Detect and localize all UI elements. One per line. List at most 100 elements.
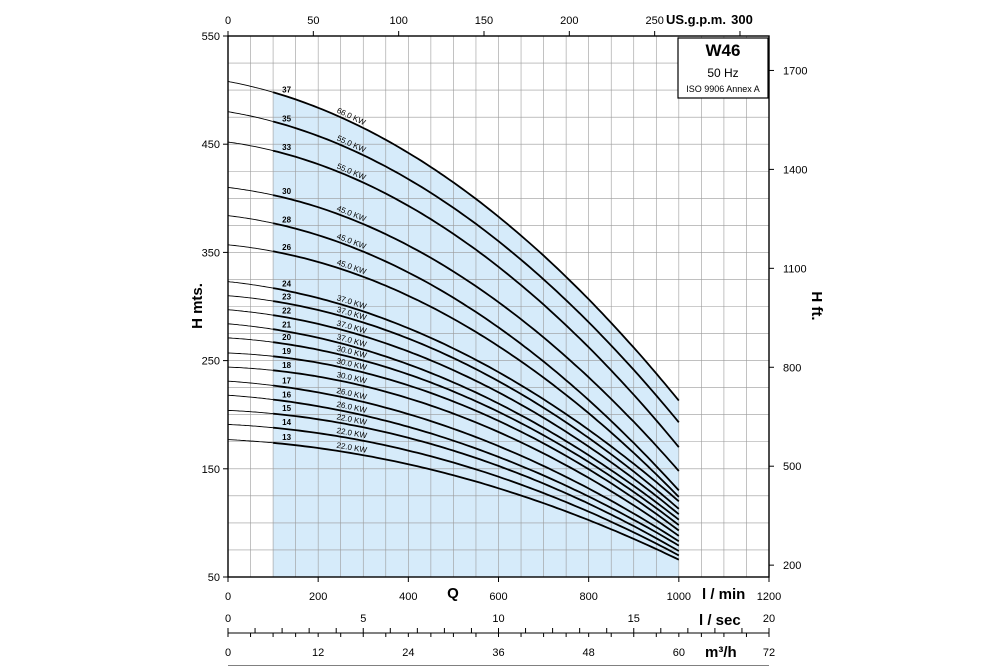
curve-extension-30 [227,187,274,196]
stage-label: 18 [282,361,291,370]
grid-lines [228,36,769,577]
x-tick-lsec-label: 5 [360,613,366,625]
curve-extension-13 [227,439,274,444]
x-tick-main-label: 400 [399,591,417,603]
y-axis-label-right: H ft. [808,291,825,320]
head-curve-15 [273,412,680,552]
stage-label: 24 [282,280,291,289]
y-tick-left-label: 50 [208,572,220,584]
head-curve-24 [272,287,680,502]
y-tick-left-label: 350 [202,247,220,259]
x-tick-top-label: 50 [307,15,319,27]
x-tick-m3h-label: 72 [763,647,775,659]
y-axis-label-left: H mts. [189,283,206,329]
head-curve-26 [272,250,680,498]
x-tick-main-label: 800 [579,591,597,603]
head-curve-33 [272,149,680,448]
stage-label: 26 [282,243,291,252]
head-curve-28 [272,222,680,492]
head-curve-30 [272,194,680,472]
x-tick-m3h-label: 60 [673,647,685,659]
x-tick-m3h-label: 12 [312,647,324,659]
stage-label: 23 [282,292,291,301]
head-curve-17 [272,384,680,543]
y-tick-right-label: 1700 [783,65,807,77]
head-curve-19 [273,355,680,532]
curve-extension-21 [227,323,274,330]
x-tick-main-label: 1000 [667,591,691,603]
x-tick-top-label: 100 [389,15,407,27]
head-curve-37 [272,91,680,402]
x-tick-top-label: 0 [225,15,231,27]
stage-label: 16 [282,390,291,399]
x-tick-top-label: 200 [560,15,578,27]
stage-label: 17 [282,376,291,385]
curve-extension-19 [227,352,274,357]
x-tick-lsec-label: 20 [763,613,775,625]
stage-label: 28 [282,215,291,224]
curve-extension-24 [227,281,274,289]
curve-extension-16 [227,394,274,401]
head-curve-18 [273,369,680,537]
x-tick-main-label: 1200 [757,591,781,603]
curve-extension-15 [227,409,274,415]
curve-extension-14 [227,423,274,429]
x-tick-main-label: 0 [225,591,231,603]
stage-label: 15 [282,404,291,413]
curve-extension-22 [227,309,274,316]
x-tick-m3h-label: 36 [492,647,504,659]
curve-extension-28 [227,215,274,224]
x-tick-m3h-label: 0 [225,647,231,659]
head-curve-20 [272,341,680,526]
curve-extension-26 [227,244,274,252]
x-axis-unit-m3h: m³/h [705,644,737,661]
curve-extension-33 [227,141,274,152]
x-tick-top-label: 150 [475,15,493,27]
frequency-label: 50 Hz [707,66,738,80]
y-tick-right-label: 200 [783,560,801,572]
x-tick-main-label: 200 [309,591,327,603]
x-tick-lsec-label: 0 [225,613,231,625]
curve-extension-17 [227,380,274,386]
x-axis-unit-lsec: l / sec [699,612,741,629]
curve-extension-23 [227,295,274,302]
head-curve-21 [272,328,680,521]
x-tick-lsec-label: 15 [628,613,640,625]
head-curve-35 [272,120,680,423]
y-tick-right-label: 1400 [783,164,807,176]
curve-extension-20 [227,337,274,343]
curve-extension-18 [227,366,274,371]
stage-label: 22 [282,306,291,315]
head-curve-16 [273,398,680,547]
head-curve-13 [273,441,680,561]
x-tick-main-label: 600 [489,591,507,603]
y-tick-left-label: 150 [202,464,220,476]
y-tick-right-label: 800 [783,362,801,374]
x-tick-top-label: 250 [645,15,663,27]
standard-label: ISO 9906 Annex A [686,84,760,94]
head-curve-23 [272,300,680,510]
head-curve-22 [272,314,680,515]
title-box-frame [677,37,769,99]
head-curves [227,80,680,561]
stage-label: 21 [282,320,291,329]
x-tick-top-label: 300 [731,12,753,27]
x-axis-unit-top: US.g.p.m. [666,12,726,27]
x-axis-symbol: Q [447,585,459,602]
stage-label: 30 [282,187,291,196]
stage-label: 35 [282,114,291,123]
y-tick-left-label: 550 [202,31,220,43]
y-tick-right-label: 500 [783,461,801,473]
stage-label: 33 [282,143,291,152]
x-tick-m3h-label: 24 [402,647,414,659]
y-tick-right-label: 1100 [783,263,807,275]
stage-label: 13 [282,433,291,442]
curve-extension-35 [227,111,274,122]
stage-label: 14 [282,418,291,427]
x-tick-lsec-label: 10 [492,613,504,625]
stage-label: 37 [282,85,291,94]
curve-extension-37 [227,80,274,93]
title-box: W46 50 Hz ISO 9906 Annex A [677,37,769,99]
